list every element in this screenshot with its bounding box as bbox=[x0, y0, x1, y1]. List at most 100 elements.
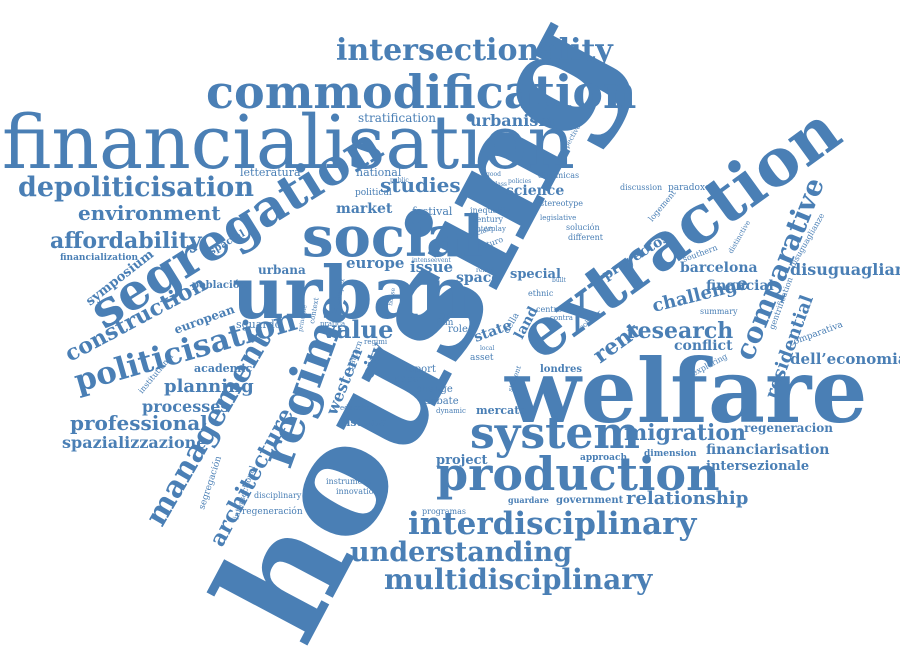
word-programas: programas bbox=[422, 507, 466, 516]
word-paradoxes: paradoxes bbox=[668, 183, 715, 193]
word-studies: studies bbox=[380, 173, 461, 197]
word-affordability: affordability bbox=[50, 228, 203, 254]
word-academic: academic bbox=[194, 362, 252, 375]
word-understanding: understanding bbox=[350, 537, 572, 568]
word-migration: migration bbox=[624, 420, 746, 446]
word-disuguaglianza: disuguaglianza bbox=[790, 260, 900, 279]
word-dinamicas: dinámicas bbox=[538, 171, 579, 180]
word-multidisciplinary: multidisciplinary bbox=[384, 563, 653, 596]
word-intersectionality: intersectionality bbox=[336, 33, 614, 68]
word-regeneracion-2: regeneración bbox=[242, 506, 303, 517]
word-built: built bbox=[552, 277, 567, 284]
word-different: different bbox=[568, 233, 604, 242]
word-solucion: solución bbox=[566, 223, 600, 232]
word-paper: paper bbox=[394, 374, 424, 385]
word-space: space bbox=[456, 270, 500, 286]
word-production: production bbox=[436, 447, 720, 501]
word-urban: urban bbox=[232, 250, 472, 335]
word-complex: complex bbox=[335, 278, 346, 305]
word-commodification: commodification bbox=[206, 65, 636, 119]
word-discussion: discussion bbox=[620, 183, 662, 192]
word-instrument: instrument bbox=[326, 477, 371, 486]
word-europe: europe bbox=[346, 254, 404, 272]
word-poblacion: población bbox=[192, 280, 247, 291]
word-legislative: legislative bbox=[540, 214, 576, 222]
word-contra: contra bbox=[550, 314, 573, 322]
word-intersezionale: intersezionale bbox=[706, 459, 809, 474]
word-urbana: urbana bbox=[258, 263, 306, 277]
word-letteratura: letteratura bbox=[240, 166, 301, 179]
word-report: report bbox=[404, 364, 436, 375]
word-role: role bbox=[448, 324, 468, 335]
word-environment: environment bbox=[78, 201, 221, 225]
word-policies: policies bbox=[508, 178, 531, 185]
word-research: research bbox=[626, 318, 733, 344]
word-planning: planning bbox=[164, 376, 254, 397]
word-ethnic: ethnic bbox=[528, 289, 554, 298]
word-change: change bbox=[416, 384, 453, 395]
word-centro: centro bbox=[536, 305, 562, 314]
word-dimension: dimension bbox=[644, 449, 697, 459]
word-special: special bbox=[510, 267, 561, 282]
word-interplay: interplay bbox=[474, 225, 506, 233]
word-event: event bbox=[434, 257, 451, 264]
word-local: local bbox=[480, 345, 494, 352]
word-financialisation: financialisation bbox=[2, 100, 575, 186]
word-financial: financial bbox=[706, 278, 774, 294]
word-market: market bbox=[336, 201, 393, 217]
word-regimi: regimi bbox=[364, 338, 388, 346]
word-mercato: mercato bbox=[476, 404, 527, 417]
word-urbanism: urbanism bbox=[470, 111, 555, 130]
word-sistema: sistema bbox=[340, 416, 387, 429]
word-debate: debate bbox=[424, 396, 459, 407]
word-dynamic: dynamic bbox=[436, 407, 466, 415]
word-processes: processes bbox=[142, 397, 229, 416]
word-political: political bbox=[355, 188, 392, 198]
word-stereotype: stereotype bbox=[540, 199, 583, 208]
word-sguardo: sguardo bbox=[236, 318, 282, 331]
word-intense: intense bbox=[412, 257, 435, 264]
word-asset: asset bbox=[470, 353, 494, 363]
word-social: social bbox=[302, 204, 484, 270]
word-depoliticisation: depoliticisation bbox=[18, 172, 254, 203]
word-dell-economia: dell’economia bbox=[790, 350, 900, 368]
word-house: house bbox=[387, 287, 397, 306]
word-public: public bbox=[390, 177, 409, 184]
word-stratification: stratification bbox=[358, 111, 436, 125]
word-guardare: guardare bbox=[508, 495, 549, 505]
word-regeneracion: regeneracion bbox=[744, 421, 833, 435]
word-national: national bbox=[356, 166, 402, 179]
word-professional: professional bbox=[70, 411, 208, 435]
word-good: good bbox=[486, 171, 501, 178]
word-government: government bbox=[556, 495, 624, 506]
word-inequality: inequality bbox=[470, 206, 511, 215]
word-innovation: innovation bbox=[336, 487, 379, 496]
word-education: education bbox=[340, 404, 375, 412]
word-principle: principle bbox=[297, 304, 309, 332]
word-festival: festival bbox=[412, 205, 453, 218]
word-system: system bbox=[470, 408, 640, 459]
word-welfare: welfare bbox=[504, 339, 867, 443]
word-spazializzazione: spazializzazione bbox=[62, 433, 206, 452]
word-value: value bbox=[321, 315, 393, 344]
word-barcelona: barcelona bbox=[680, 260, 758, 276]
word-relationship: relationship bbox=[626, 488, 748, 509]
word-century: century bbox=[472, 215, 504, 224]
word-approach: approach bbox=[580, 453, 627, 463]
word-film: film bbox=[436, 318, 454, 328]
word-disciplinary: disciplinary bbox=[254, 491, 302, 500]
word-interdisciplinary: interdisciplinary bbox=[408, 506, 697, 542]
word-conflict: conflict bbox=[674, 338, 733, 354]
word-pratica: pratica bbox=[320, 320, 345, 328]
word-summary: summary bbox=[700, 307, 738, 316]
word-financiarisation: financiarisation bbox=[706, 442, 829, 458]
word-issue: issue bbox=[410, 258, 453, 276]
word-financialization: financialization bbox=[60, 253, 139, 263]
word-rental: rental bbox=[476, 267, 494, 274]
word-science: science bbox=[506, 183, 564, 199]
word-londres: londres bbox=[540, 364, 582, 375]
word-class: class bbox=[492, 181, 507, 188]
word-project: project bbox=[436, 453, 488, 468]
